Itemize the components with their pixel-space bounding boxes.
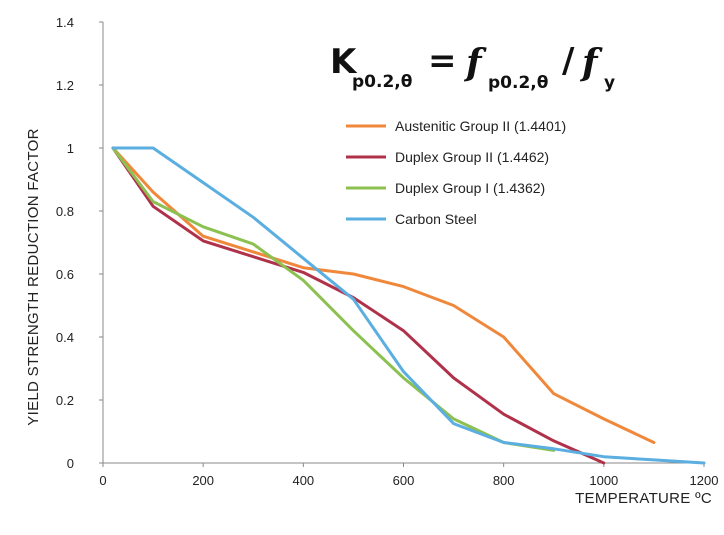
x-tick-label: 800	[493, 473, 515, 488]
legend-label: Carbon Steel	[395, 211, 477, 227]
x-axis-title: TEMPERATURE ºC	[575, 490, 712, 507]
legend-label: Duplex Group I (1.4362)	[395, 180, 545, 196]
y-tick-label: 0.2	[56, 393, 74, 408]
x-tick-label: 1000	[589, 473, 618, 488]
legend-label: Duplex Group II (1.4462)	[395, 149, 549, 165]
series-line-duplex-group-i-1-4362	[111, 146, 556, 452]
y-tick-labels: 0 0.2 0.4 0.6 0.8 1 1.2 1.4	[56, 15, 103, 471]
legend-label: Austenitic Group II (1.4401)	[395, 118, 566, 134]
series-line-austenitic-group-ii-1-4401	[111, 146, 656, 444]
x-tick-label: 200	[192, 473, 214, 488]
y-tick-label: 0.6	[56, 267, 74, 282]
y-tick-label: 0.8	[56, 204, 74, 219]
formula-f-y: f	[579, 42, 603, 84]
formula-k: K	[330, 42, 358, 82]
x-tick-label: 600	[393, 473, 415, 488]
y-tick-label: 1.2	[56, 78, 74, 93]
y-tick-label: 1.4	[56, 15, 74, 30]
legend: Austenitic Group II (1.4401) Duplex Group…	[346, 118, 566, 227]
x-tick-labels: 0 200 400 600 800 1000 1200	[99, 463, 718, 488]
y-tick-label: 0.4	[56, 330, 74, 345]
series-line-carbon-steel	[111, 146, 706, 465]
x-tick-label: 400	[292, 473, 314, 488]
x-tick-label: 1200	[690, 473, 719, 488]
x-tick-label: 0	[99, 473, 106, 488]
formula-f-p02-subscript: p0.2,θ	[488, 73, 548, 93]
y-axis-title: YIELD STRENGTH REDUCTION FACTOR	[25, 128, 42, 425]
y-tick-label: 1	[67, 141, 74, 156]
y-tick-label: 0	[67, 456, 74, 471]
series-lines	[111, 146, 706, 465]
formula-equals: =	[428, 41, 457, 81]
formula-annotation: K p0.2,θ = f p0.2,θ / f y	[330, 41, 615, 93]
formula-k-subscript: p0.2,θ	[352, 72, 412, 92]
formula-f-p02: f	[463, 42, 487, 84]
formula-f-y-subscript: y	[604, 73, 615, 93]
formula-slash: /	[562, 41, 575, 81]
